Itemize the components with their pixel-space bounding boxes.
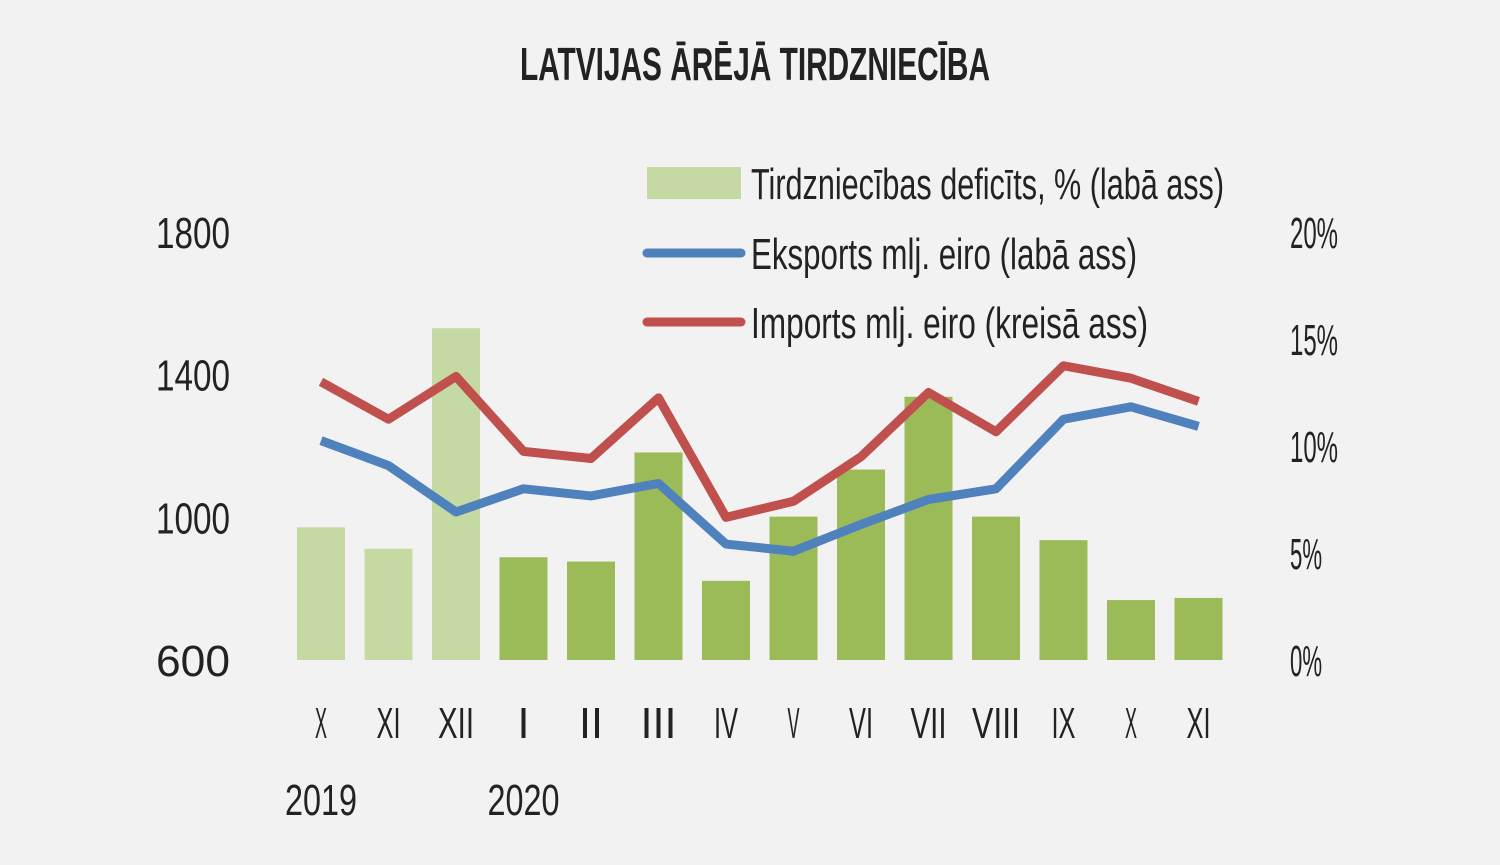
bar-deficit: [297, 527, 345, 660]
line-exports: [319, 402, 1200, 556]
x-axis-tick: VII: [911, 699, 947, 748]
bar-deficit: [1107, 600, 1155, 660]
legend-label: Tirdzniecības deficīts, % (labā ass): [751, 160, 1224, 209]
legend-item: Tirdzniecības deficīts, % (labā ass): [647, 160, 1224, 209]
x-axis-tick: III: [641, 699, 677, 748]
bar-deficit: [702, 580, 750, 660]
year-label: 2020: [488, 776, 560, 825]
legend-label: Eksports mlj. eiro (labā ass): [751, 230, 1137, 279]
right-axis-tick: 5%: [1290, 530, 1322, 579]
line-imports: [318, 361, 1200, 522]
left-axis-tick: 600: [156, 637, 230, 686]
bar-deficit: [972, 516, 1020, 660]
x-axis-tick: XI: [1187, 699, 1211, 748]
bar-deficit: [499, 557, 548, 660]
right-axis-tick: 20%: [1290, 209, 1338, 258]
x-axis-tick: IX: [1052, 699, 1076, 748]
x-axis-tick: I: [518, 699, 530, 748]
legend-item: Eksports mlj. eiro (labā ass): [642, 230, 1137, 279]
x-axis-tick: V: [788, 699, 800, 748]
chart-title: LATVIJAS ĀRĒJĀ TIRDZNIECĪBA: [520, 38, 990, 90]
x-axis-tick: X: [315, 699, 327, 748]
legend-swatch: [647, 167, 741, 199]
left-axis-tick: 1800: [156, 209, 230, 258]
x-axis-tick: II: [579, 699, 603, 748]
x-axis-tick: VIII: [972, 699, 1020, 748]
bar-deficit: [567, 561, 615, 660]
right-axis-tick: 15%: [1290, 316, 1338, 365]
x-axis-tick: IV: [714, 699, 738, 748]
legend-item: Imports mlj. eiro (kreisā ass): [642, 299, 1148, 348]
left-axis-tick: 1400: [156, 352, 230, 401]
x-axis-tick: XI: [377, 699, 401, 748]
bar-deficit: [837, 469, 885, 660]
legend-label: Imports mlj. eiro (kreisā ass): [751, 299, 1148, 348]
x-axis-tick: X: [1125, 699, 1137, 748]
bar-deficit: [769, 516, 818, 660]
year-label: 2019: [285, 776, 357, 825]
bar-deficit: [1174, 597, 1223, 660]
bar-deficit: [904, 396, 953, 660]
bar-deficit: [364, 548, 413, 660]
x-axis-tick: VI: [849, 699, 873, 748]
right-axis-tick: 10%: [1290, 423, 1338, 472]
right-axis-tick: 0%: [1290, 637, 1322, 686]
left-axis-tick: 1000: [156, 494, 230, 543]
x-axis-tick: XII: [438, 699, 474, 748]
legend: Tirdzniecības deficīts, % (labā ass) Eksp…: [642, 160, 1224, 348]
bar-deficit: [1039, 540, 1088, 660]
